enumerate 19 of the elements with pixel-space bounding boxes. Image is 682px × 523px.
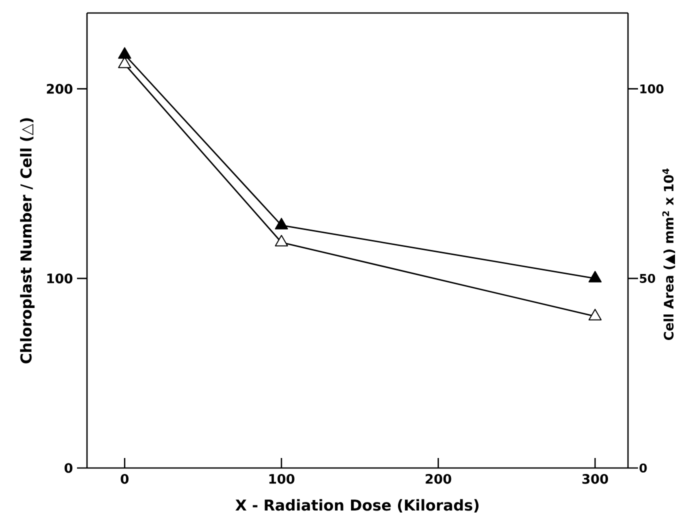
y-tick-label: 100 (47, 274, 72, 284)
point (274, 234, 288, 246)
y-tick-label: 0 (64, 463, 72, 473)
point (588, 270, 602, 282)
point (588, 308, 602, 320)
point (118, 56, 132, 68)
x-tick-label: 200 (426, 474, 452, 484)
y2-tick-label: 0 (640, 463, 647, 473)
point (118, 47, 132, 59)
y2-tick-label: 100 (640, 84, 664, 94)
point (274, 218, 288, 230)
y-tick-label: 200 (46, 84, 72, 94)
y2-axis-title: Cell Area (▲) mm$^{2}$ x 10$^{4}$ (662, 168, 676, 340)
y2-tick-label: 50 (640, 274, 656, 283)
x-axis-title: X - Radiation Dose (Kilorads) (235, 499, 479, 513)
x-tick-label: 100 (269, 474, 294, 484)
x-tick-label: 300 (582, 474, 608, 484)
x-tick-label: 0 (120, 474, 129, 484)
y-axis-title: Chloroplast Number / Cell (△) (20, 118, 35, 364)
